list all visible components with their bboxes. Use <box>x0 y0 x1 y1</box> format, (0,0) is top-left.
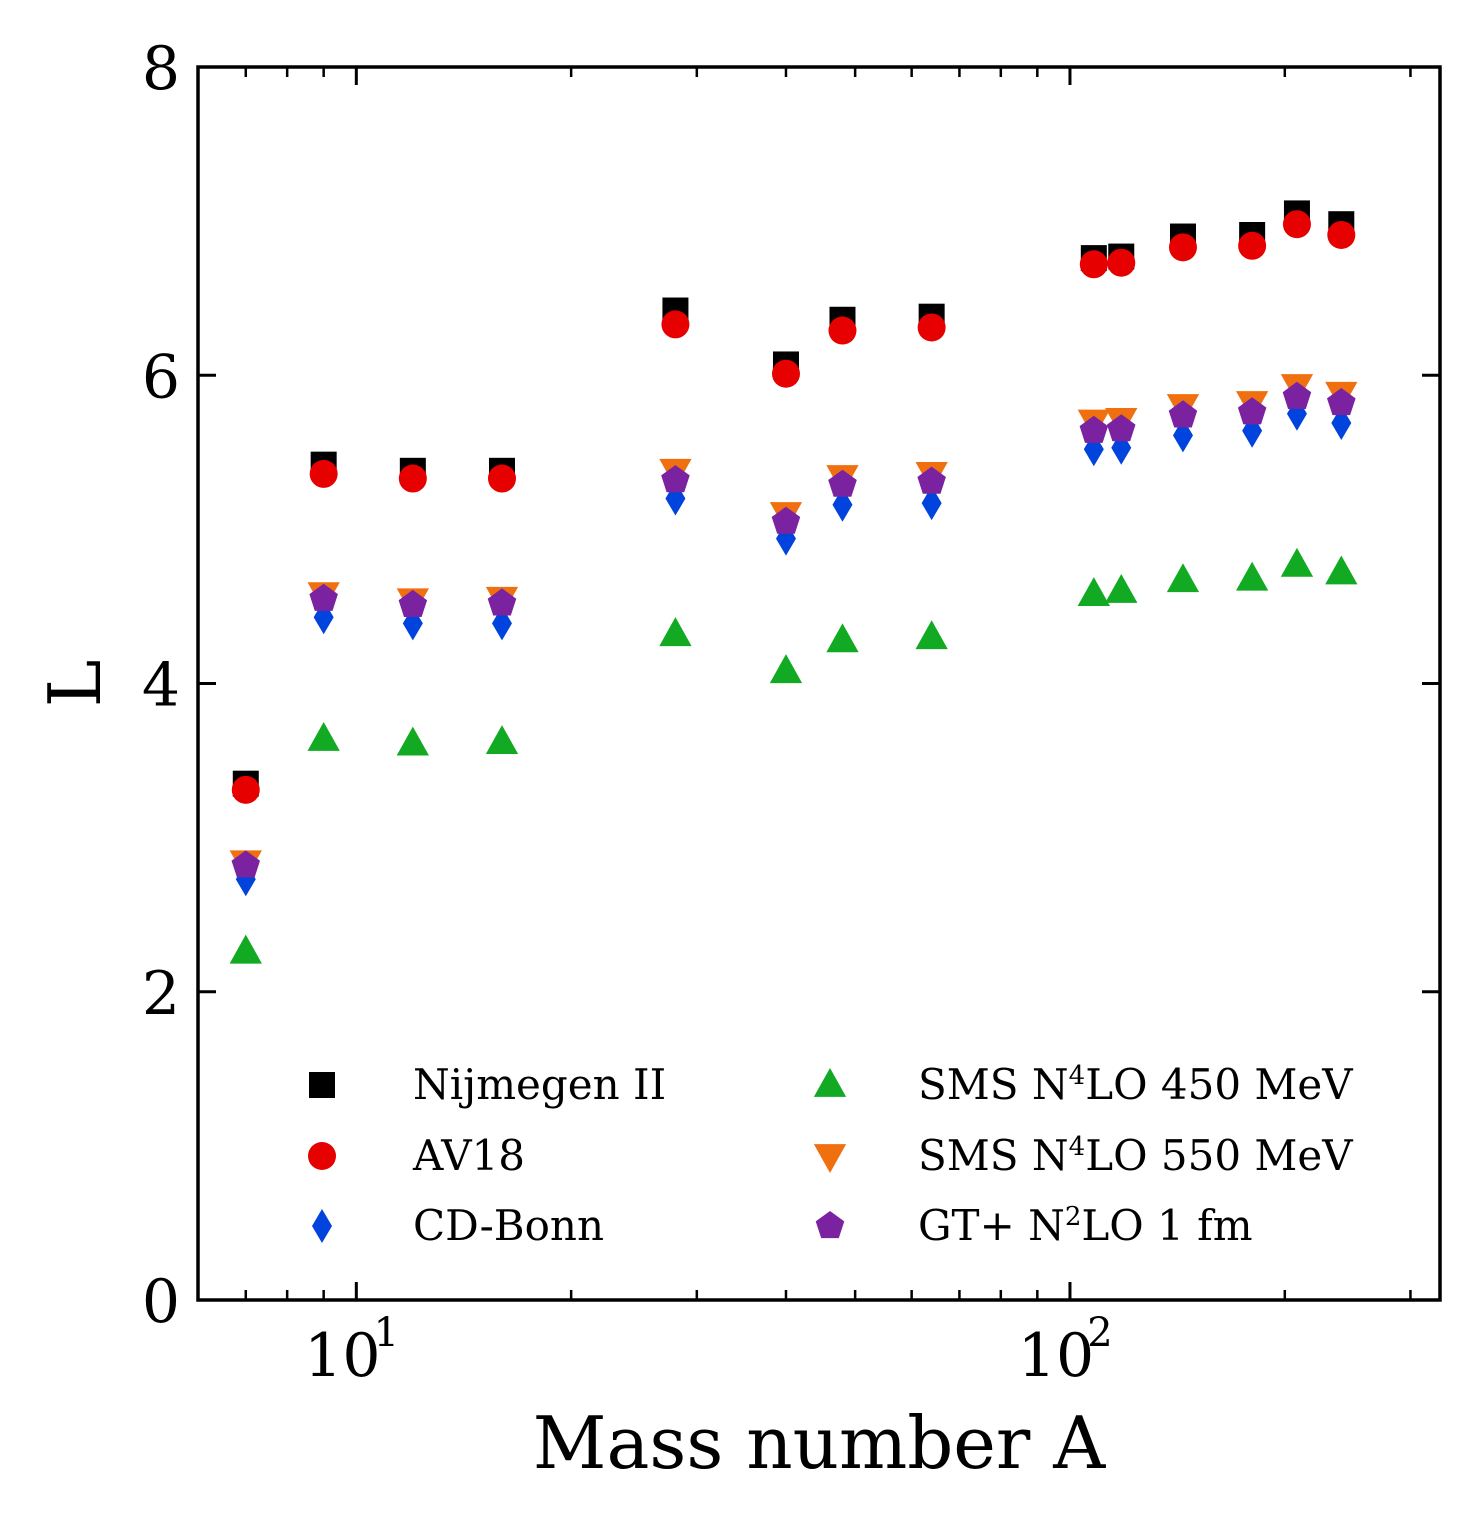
x-tick-label: 10 <box>1018 1321 1094 1391</box>
legend-label: AV18 <box>412 1131 525 1180</box>
y-tick-label: 2 <box>142 959 180 1029</box>
series-4-markers <box>229 374 1358 880</box>
data-point <box>1327 388 1356 416</box>
y-tick-label: 0 <box>142 1267 180 1337</box>
data-point <box>1237 397 1267 425</box>
legend-label: SMS N4LO 550 MeV <box>918 1131 1353 1180</box>
legend-label: SMS N4LO 450 MeV <box>918 1060 1353 1109</box>
data-point <box>921 486 942 521</box>
data-point <box>1325 555 1358 585</box>
plot-frame <box>196 65 1442 1302</box>
data-point <box>487 464 516 493</box>
data-point <box>309 459 338 488</box>
legend-item: GT+ N2LO 1 fm <box>815 1201 1253 1250</box>
data-point <box>1235 561 1269 591</box>
data-point <box>661 310 690 339</box>
data-point <box>231 850 260 878</box>
legend: Nijmegen II AV18 CD-Bonn SMS N4LO 450 MeV SM… <box>308 1060 1353 1250</box>
data-point <box>659 617 692 647</box>
series-5-markers <box>231 381 1356 878</box>
x-axis-label: Mass number A <box>533 1401 1106 1485</box>
legend-item: SMS N4LO 550 MeV <box>813 1131 1353 1180</box>
legend-label: Nijmegen II <box>413 1060 666 1109</box>
data-point <box>917 313 946 342</box>
data-point <box>1077 577 1110 607</box>
data-point <box>307 721 340 751</box>
legend-label: GT+ N2LO 1 fm <box>918 1201 1253 1250</box>
data-point <box>1107 248 1136 277</box>
legend-item: SMS N4LO 450 MeV <box>813 1060 1353 1109</box>
x-tick-exponent: 2 <box>1087 1310 1112 1356</box>
data-point <box>1105 574 1138 603</box>
series-3-markers <box>229 547 1358 964</box>
data-point <box>771 359 800 388</box>
series-1-markers <box>231 210 1356 804</box>
data-point <box>915 620 948 650</box>
legend-marker <box>309 1072 335 1098</box>
data-point <box>1238 231 1267 260</box>
data-point <box>1282 381 1312 409</box>
data-point <box>828 469 857 497</box>
legend-item: Nijmegen II <box>309 1060 666 1109</box>
data-point <box>398 589 428 617</box>
data-point <box>229 934 262 964</box>
data-point <box>1166 563 1200 593</box>
data-point <box>1280 547 1314 577</box>
legend-marker <box>813 1144 847 1173</box>
data-markers <box>229 200 1358 964</box>
legend-item: CD-Bonn <box>312 1201 604 1250</box>
x-tick-label: 10 <box>304 1321 380 1391</box>
y-tick-label: 6 <box>142 342 180 412</box>
data-point <box>826 623 859 653</box>
data-point <box>661 465 690 493</box>
legend-marker <box>815 1211 845 1239</box>
data-point <box>1168 400 1198 428</box>
data-point <box>231 775 260 804</box>
data-point <box>1327 220 1356 249</box>
legend-marker <box>308 1142 336 1170</box>
data-point <box>1168 233 1197 262</box>
y-tick-label: 4 <box>142 651 180 721</box>
data-point <box>1079 415 1109 443</box>
series-0-markers <box>232 200 1355 797</box>
data-point <box>828 316 857 345</box>
data-point <box>1282 210 1311 239</box>
legend-item: AV18 <box>308 1131 525 1180</box>
y-tick-label: 8 <box>142 34 180 104</box>
legend-marker <box>813 1068 847 1097</box>
data-point <box>487 588 517 616</box>
data-point <box>309 583 338 611</box>
data-point <box>769 654 803 684</box>
data-point <box>917 466 946 494</box>
data-point <box>771 506 801 534</box>
data-point <box>396 726 429 756</box>
legend-marker <box>312 1209 332 1243</box>
y-axis-label: L <box>33 660 117 708</box>
data-point <box>485 725 519 754</box>
data-point <box>1107 414 1136 442</box>
x-tick-exponent: 1 <box>374 1310 399 1356</box>
data-point <box>1079 250 1108 279</box>
data-point <box>398 464 427 493</box>
legend-label: CD-Bonn <box>413 1201 604 1250</box>
